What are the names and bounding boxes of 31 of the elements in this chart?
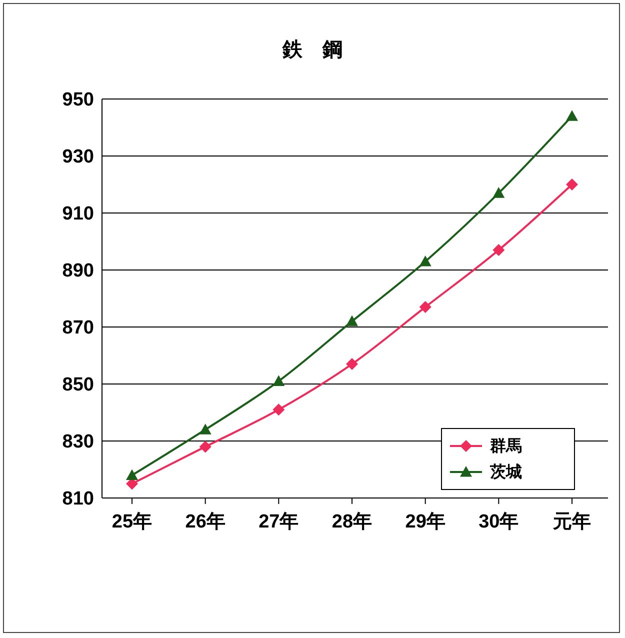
x-tick-label: 28年: [332, 511, 372, 532]
y-tick-label: 890: [62, 260, 94, 282]
point: [272, 404, 285, 416]
point: [272, 375, 285, 386]
point: [419, 255, 432, 266]
y-tick-label: 870: [62, 318, 94, 339]
point: [199, 440, 212, 453]
x-tick-label: 26年: [185, 511, 226, 532]
x-tick-label: 元年: [552, 511, 591, 532]
y-tick-label: 910: [62, 204, 94, 225]
y-tick-label: 950: [62, 90, 94, 111]
point: [126, 469, 138, 480]
x-tick-label: 27年: [258, 511, 299, 532]
point: [199, 424, 212, 434]
x-tick-label: 25年: [112, 511, 152, 532]
y-tick-label: 830: [62, 432, 94, 453]
chart-title: 鉄 鋼: [281, 38, 344, 63]
x-tick-label: 30年: [478, 511, 519, 532]
point: [492, 187, 505, 198]
x-tick-label: 29年: [405, 511, 446, 532]
point: [419, 301, 432, 314]
point: [566, 178, 578, 190]
point: [346, 315, 358, 326]
legend-label: 群馬: [490, 436, 522, 456]
legend-label: 茨城: [490, 462, 522, 482]
y-tick-label: 850: [62, 374, 94, 396]
point: [566, 110, 578, 121]
point: [346, 358, 358, 370]
y-tick-label: 930: [62, 146, 94, 168]
point: [492, 244, 505, 256]
y-tick-label: 810: [62, 488, 94, 510]
